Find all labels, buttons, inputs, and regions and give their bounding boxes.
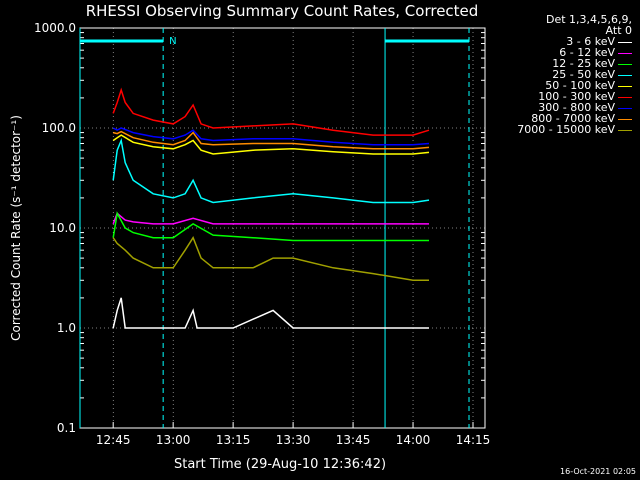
axes: 0.1 1.0 10.0 100.0 1000.0 12:45 13:00 13:15 13:3… — [34, 21, 490, 447]
series-line — [112, 211, 429, 242]
legend-entry: 50 - 100 keV — [517, 80, 632, 91]
legend-label: 12 - 25 keV — [552, 57, 615, 70]
legend-swatch — [618, 107, 632, 109]
grid — [80, 27, 485, 429]
y-tick-label: 100.0 — [42, 121, 76, 135]
legend-entry: 300 - 800 keV — [517, 102, 632, 113]
x-tick-label: 13:45 — [336, 433, 371, 447]
series-line — [112, 297, 429, 329]
legend-swatch — [618, 118, 632, 120]
chart-title: RHESSI Observing Summary Count Rates, Co… — [86, 2, 479, 20]
series-line — [112, 236, 429, 282]
legend-label: 3 - 6 keV — [566, 35, 615, 48]
x-tick-label: 13:15 — [216, 433, 251, 447]
legend-entry: 100 - 300 keV — [517, 91, 632, 102]
legend-label: 100 - 300 keV — [538, 90, 615, 103]
y-axis-label: Corrected Count Rate (s⁻¹ detector⁻¹) — [9, 115, 23, 341]
legend-entry: 3 - 6 keV — [517, 36, 632, 47]
series-line — [113, 130, 430, 150]
timestamp: 16-Oct-2021 02:05 — [560, 467, 636, 476]
legend-entry: 25 - 50 keV — [517, 69, 632, 80]
legend-label: 300 - 800 keV — [538, 101, 615, 114]
x-tick-label: 13:30 — [276, 433, 311, 447]
legend-entry: 800 - 7000 keV — [517, 113, 632, 124]
legend: Det 1,3,4,5,6,9, Att 0 3 - 6 keV 6 - 12 k… — [517, 14, 632, 135]
legend-entry: 7000 - 15000 keV — [517, 124, 632, 135]
y-tick-label: 1000.0 — [34, 21, 76, 35]
series-line — [112, 212, 429, 225]
legend-swatch — [618, 85, 632, 87]
observing-flags: N — [79, 28, 470, 428]
x-axis-label: Start Time (29-Aug-10 12:36:42) — [174, 457, 386, 472]
legend-entry: 6 - 12 keV — [517, 47, 632, 58]
legend-swatch — [618, 63, 632, 65]
legend-label: 50 - 100 keV — [545, 79, 615, 92]
legend-entry: 12 - 25 keV — [517, 58, 632, 69]
legend-label: 25 - 50 keV — [552, 68, 615, 81]
series-line — [112, 134, 430, 155]
y-tick-label: 0.1 — [57, 421, 76, 435]
x-tick-label: 14:15 — [456, 433, 491, 447]
x-tick-label: 12:45 — [96, 433, 131, 447]
y-tick-label: 10.0 — [49, 221, 76, 235]
y-tick-label: 1.0 — [57, 321, 76, 335]
legend-label: 800 - 7000 keV — [531, 112, 615, 125]
legend-swatch — [618, 96, 632, 98]
series-line — [112, 87, 430, 136]
legend-swatch — [618, 129, 632, 131]
x-tick-label: 13:00 — [156, 433, 191, 447]
legend-swatch — [618, 74, 632, 76]
series-layer — [112, 87, 430, 329]
series-line — [112, 127, 430, 146]
legend-header: Det 1,3,4,5,6,9, Att 0 — [545, 13, 632, 37]
legend-swatch — [618, 41, 632, 43]
flag-label: N — [169, 36, 176, 47]
legend-swatch — [618, 52, 632, 54]
series-line — [112, 137, 430, 204]
legend-label: 6 - 12 keV — [559, 46, 615, 59]
legend-label: 7000 - 15000 keV — [517, 123, 615, 136]
x-tick-label: 14:00 — [396, 433, 431, 447]
